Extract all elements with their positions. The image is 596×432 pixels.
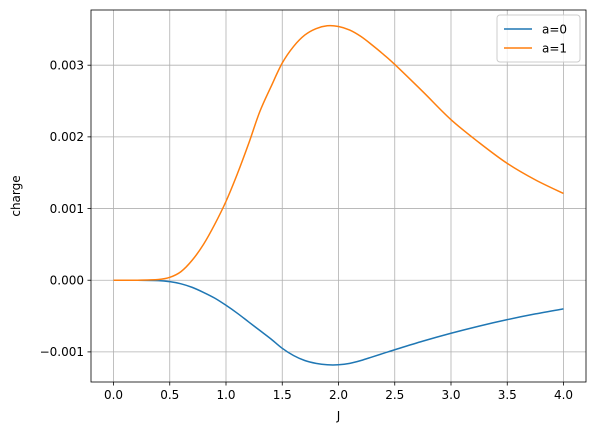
grid [91,10,586,382]
x-tick-label: 0.0 [104,388,123,402]
x-tick-label: 1.0 [216,388,235,402]
x-tick-label: 2.5 [385,388,404,402]
y-tick-label: 0.003 [50,58,84,72]
legend-box [496,14,581,63]
legend-label-a0: a=0 [542,22,567,36]
x-axis-ticks: 0.0 0.5 1.0 1.5 2.0 2.5 3.0 3.5 4.0 [104,382,573,402]
y-tick-label: −0.001 [40,345,84,359]
x-tick-label: 0.5 [160,388,179,402]
x-axis-label: J [336,409,341,423]
series-line-a1 [113,24,564,282]
x-tick-label: 4.0 [554,388,573,402]
y-tick-label: 0.002 [50,130,84,144]
y-tick-label: 0.001 [50,202,84,216]
y-tick-label: 0.000 [50,274,84,288]
x-tick-label: 3.5 [498,388,517,402]
legend: a=0 a=1 [496,14,581,63]
x-tick-label: 2.0 [329,388,348,402]
series-line-a0 [113,279,564,366]
legend-label-a1: a=1 [542,41,567,55]
y-axis-label: charge [9,175,23,216]
x-tick-label: 3.0 [441,388,460,402]
series-lines [113,24,564,366]
x-tick-label: 1.5 [273,388,292,402]
y-axis-ticks: −0.001 0.000 0.001 0.002 0.003 [40,58,91,359]
